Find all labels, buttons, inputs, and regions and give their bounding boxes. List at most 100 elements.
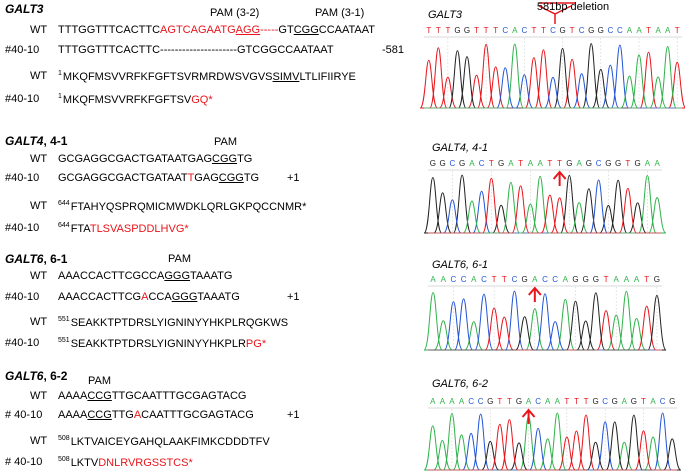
base-letter: G xyxy=(598,26,604,35)
mutation-size: -581 xyxy=(382,44,405,56)
base-letter: G xyxy=(654,275,660,284)
trace-c xyxy=(428,412,677,471)
base-letter: G xyxy=(566,159,572,168)
trace-g xyxy=(428,292,667,351)
base-letter: G xyxy=(612,397,618,406)
base-letter: C xyxy=(461,275,467,284)
pam-label-3-2: PAM (3-2) xyxy=(210,7,260,19)
base-letter: T xyxy=(675,26,680,35)
wt-label: WT xyxy=(30,390,48,402)
base-letter: A xyxy=(655,26,661,35)
base-letter: G xyxy=(459,159,465,168)
base-letter: T xyxy=(604,275,609,284)
mutant-label: #40-10 xyxy=(5,172,40,184)
base-letter: G xyxy=(440,159,446,168)
base-letter: C xyxy=(512,275,518,284)
base-letter: T xyxy=(497,397,502,406)
base-letter: A xyxy=(430,275,436,284)
mutant-protein-label: #40-10 xyxy=(5,337,40,349)
wt-protein-sequence: 1MKQFMSVVRFKFGFTSVRMRDWSVGVSSIMVLTLIFIIR… xyxy=(58,70,356,83)
base-letter: G xyxy=(516,397,522,406)
base-letter: C xyxy=(596,159,602,168)
deletion-marker xyxy=(538,5,572,24)
base-letter: A xyxy=(471,275,477,284)
base-letter: T xyxy=(484,26,489,35)
base-letter: C xyxy=(552,275,558,284)
base-letter: A xyxy=(528,159,534,168)
base-letter: A xyxy=(645,159,651,168)
base-letter: G xyxy=(593,275,599,284)
base-letter: T xyxy=(641,397,646,406)
base-letter: G xyxy=(586,159,592,168)
base-letter: G xyxy=(635,159,641,168)
base-letter: G xyxy=(454,26,460,35)
mutation-arrow-icon xyxy=(521,408,536,418)
base-letter: A xyxy=(563,275,569,284)
base-letter: C xyxy=(449,159,455,168)
base-letter: A xyxy=(636,26,642,35)
trace-t xyxy=(428,305,662,351)
base-letter: C xyxy=(542,275,548,284)
chromatogram-title: GALT6, 6-1 xyxy=(432,259,488,271)
base-letter: G xyxy=(592,397,598,406)
base-letter: G xyxy=(669,397,675,406)
trace-t xyxy=(428,177,662,234)
base-letter: A xyxy=(576,159,582,168)
base-letter: T xyxy=(625,159,630,168)
base-letter: A xyxy=(532,275,538,284)
base-letter: A xyxy=(430,397,436,406)
base-letter: A xyxy=(614,275,620,284)
base-letter: T xyxy=(564,397,569,406)
chromatogram-title: GALT4, 4-1 xyxy=(432,142,488,154)
mutant-label: #40-10 xyxy=(5,44,40,56)
pam-label: PAM xyxy=(88,375,112,387)
trace-g xyxy=(424,43,682,109)
base-letter: A xyxy=(650,397,656,406)
base-letter: C xyxy=(660,397,666,406)
base-letter: T xyxy=(493,26,498,35)
base-letter: T xyxy=(492,275,497,284)
section-title-galt3: GALT3 xyxy=(5,2,44,16)
trace-t xyxy=(419,43,685,109)
trace-g xyxy=(423,174,662,234)
base-letter: T xyxy=(436,26,441,35)
wt-dna-sequence: TTTGGTTTCACTTCAGTCAGAATGAGG-----GTCGGCCA… xyxy=(58,24,375,36)
base-letter: A xyxy=(634,275,640,284)
base-letter: G xyxy=(605,159,611,168)
wt-protein-sequence: 508LKTVAICEYGAHQLAAKFIMKCDDDTFV xyxy=(58,435,270,448)
section-title-galt6-6-1: GALT6, 6-1 xyxy=(5,252,68,266)
base-letter: A xyxy=(508,159,514,168)
trace-c xyxy=(428,179,662,234)
base-letter: C xyxy=(550,26,556,35)
base-letter: G xyxy=(559,26,565,35)
mutant-protein-label: # 40-10 xyxy=(5,456,43,468)
trace-a xyxy=(428,174,667,234)
wt-dna-sequence: GCGAGGCGACTGATAATGAGCGGTG xyxy=(58,153,253,165)
pam-label: PAM xyxy=(168,253,192,265)
section-title-galt4: GALT4, 4-1 xyxy=(5,134,68,148)
base-letter: A xyxy=(537,159,543,168)
wt-protein-label: WT xyxy=(30,70,48,82)
base-letter: G xyxy=(588,26,594,35)
mutation-size: +1 xyxy=(287,409,300,421)
base-letter: A xyxy=(555,397,561,406)
mutation-size: +1 xyxy=(287,291,300,303)
mutation-arrow-icon xyxy=(528,286,542,296)
mutant-dna-sequence: TTTGGTTTCACTTC---------------------GTCGG… xyxy=(58,44,334,56)
chromatogram-title: GALT3 xyxy=(428,9,463,21)
base-letter: T xyxy=(502,275,507,284)
base-letter: C xyxy=(478,397,484,406)
base-letter: A xyxy=(449,397,455,406)
base-letter: C xyxy=(602,397,608,406)
deletion-label: 581bp deletion xyxy=(537,1,609,13)
base-letter: C xyxy=(468,397,474,406)
trace-c xyxy=(428,290,662,351)
wt-label: WT xyxy=(30,270,48,282)
base-letter: T xyxy=(474,26,479,35)
mutation-arrow-icon xyxy=(552,170,567,180)
base-letter: A xyxy=(469,159,475,168)
base-letter: A xyxy=(526,397,532,406)
base-letter: A xyxy=(441,275,447,284)
mutant-protein-sequence: 551SEAKKTPTDRSLYIGNINYYHKPLRPG* xyxy=(58,337,267,350)
